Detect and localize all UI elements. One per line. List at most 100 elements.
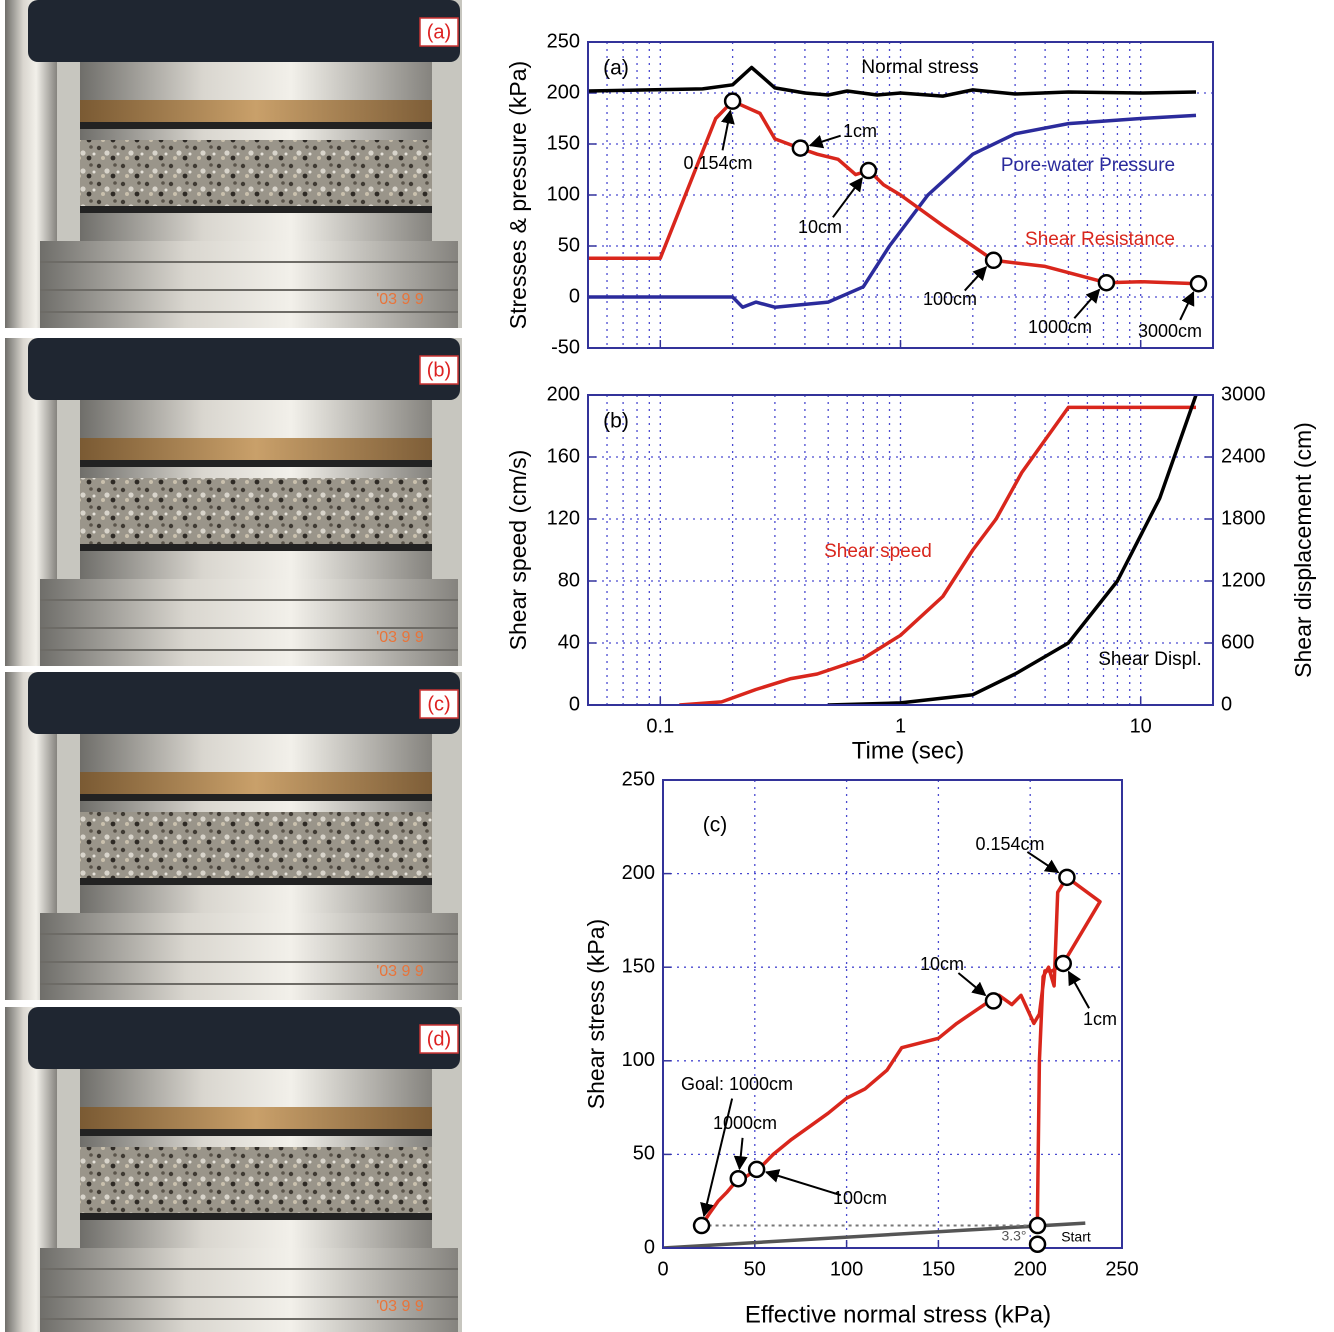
y2-tick-label: 2400 <box>1221 445 1266 467</box>
annotation-label: 0.154cm <box>683 153 752 173</box>
lower-ring <box>80 213 432 241</box>
sample <box>80 140 432 206</box>
x-tick-label: 250 <box>1105 1258 1138 1280</box>
panel-label: (c) <box>703 814 728 837</box>
series-label: Shear speed <box>824 541 932 562</box>
y-tick-label: 250 <box>547 30 580 52</box>
annotation-label: 10cm <box>920 954 964 974</box>
x-tick-label: 50 <box>744 1258 766 1280</box>
photo: (a) '03 9 9 <box>5 0 462 328</box>
ring <box>80 206 432 213</box>
base <box>40 241 458 328</box>
panel-label: (b) <box>603 410 629 433</box>
annotation-marker <box>747 1160 766 1179</box>
annotation-marker <box>729 1169 748 1188</box>
label-box <box>419 17 459 47</box>
annotation-label: Goal: 1000cm <box>681 1074 793 1094</box>
x-axis-label: Time (sec) <box>852 737 964 764</box>
y-tick-label: 160 <box>547 445 580 467</box>
photo: (d) '03 9 9 <box>5 1007 462 1332</box>
annotation-arrow <box>1026 851 1060 874</box>
y-tick-label: 100 <box>622 1049 655 1071</box>
series-label: Shear Resistance <box>1025 229 1175 250</box>
y2-tick-label: 1800 <box>1221 507 1266 529</box>
y-axis-label: Shear speed (cm/s) <box>505 450 531 651</box>
photo: (b) '03 9 9 <box>5 338 462 666</box>
y-tick-label: 100 <box>547 183 580 205</box>
label-box <box>419 1024 459 1054</box>
plot-frame <box>662 779 1123 1249</box>
annotation-marker <box>984 251 1003 270</box>
annotation-marker <box>1058 868 1076 887</box>
x-axis-label: Effective normal stress (kPa) <box>745 1301 1051 1328</box>
annotation-arrow <box>764 1169 842 1197</box>
annotation-arrow <box>733 1137 748 1171</box>
date-stamp: '03 9 9 <box>376 629 424 646</box>
y-tick-label: 200 <box>547 81 580 103</box>
annotation-marker <box>1054 954 1072 973</box>
x-tick-label: 150 <box>922 1258 955 1280</box>
y-tick-label: 200 <box>622 862 655 884</box>
tan-band <box>80 438 432 460</box>
y-axis-label: Shear stress (kPa) <box>583 919 609 1109</box>
base <box>40 579 458 666</box>
label-box <box>419 689 459 719</box>
y2-tick-label: 0 <box>1221 693 1232 715</box>
base <box>40 913 458 1000</box>
y-tick-label: 50 <box>633 1143 655 1165</box>
annotation-arrow <box>1073 288 1101 319</box>
annotation-arrow <box>808 134 841 149</box>
series-label: Pore-water Pressure <box>1001 155 1175 176</box>
annotation-label: 100cm <box>833 1188 887 1208</box>
annotation-marker <box>1189 274 1208 293</box>
plot-frame <box>587 41 1214 349</box>
y-tick-label: 0 <box>569 285 580 307</box>
tan-band <box>80 100 432 122</box>
annotation-marker <box>723 92 742 110</box>
y-tick-label: 50 <box>558 234 580 256</box>
ring <box>80 460 432 467</box>
photo-label: (d) <box>427 1028 451 1050</box>
series-line <box>588 65 1197 98</box>
date-stamp: '03 9 9 <box>376 291 424 308</box>
series-line <box>828 395 1198 705</box>
plot-frame <box>587 394 1214 706</box>
y-tick-label: 120 <box>547 507 580 529</box>
annotation-label: 1000cm <box>713 1113 777 1133</box>
annotation-label: 1000cm <box>1028 317 1092 337</box>
series-line <box>679 405 1196 705</box>
annotation-marker <box>1028 1216 1047 1235</box>
y2-tick-label: 600 <box>1221 631 1254 653</box>
lower-ring <box>80 885 432 913</box>
ring <box>80 1213 432 1220</box>
photo-label: (c) <box>427 693 450 715</box>
photo-label: (b) <box>427 359 451 381</box>
cap <box>28 672 460 734</box>
x-tick-label: 1 <box>895 715 906 737</box>
x-tick-label: 0.1 <box>646 715 674 737</box>
annotation-arrow <box>957 972 987 997</box>
ring <box>80 1129 432 1136</box>
ring <box>80 878 432 885</box>
annotation-marker <box>692 1216 711 1235</box>
annotation-marker <box>859 161 878 180</box>
annotation-label: 3000cm <box>1138 321 1202 341</box>
series-label: Shear Displ. <box>1098 649 1202 670</box>
annotation-marker <box>791 139 810 157</box>
date-stamp: '03 9 9 <box>376 1298 424 1315</box>
annotation-label: 100cm <box>923 289 977 309</box>
annotation-arrow <box>832 177 863 218</box>
series-line <box>588 113 1197 309</box>
y-tick-label: 80 <box>558 569 580 591</box>
y-tick-label: 150 <box>622 955 655 977</box>
date-stamp: '03 9 9 <box>376 963 424 980</box>
y-tick-label: 40 <box>558 631 580 653</box>
annotation-arrow <box>1067 970 1090 1009</box>
panel-label: (a) <box>603 57 629 80</box>
series-label: Normal stress <box>861 57 978 78</box>
label-box <box>419 355 459 385</box>
tan-band <box>80 772 432 794</box>
photo: (c) '03 9 9 <box>5 672 462 1000</box>
y2-tick-label: 3000 <box>1221 383 1266 405</box>
annotation-marker <box>1028 1235 1047 1254</box>
